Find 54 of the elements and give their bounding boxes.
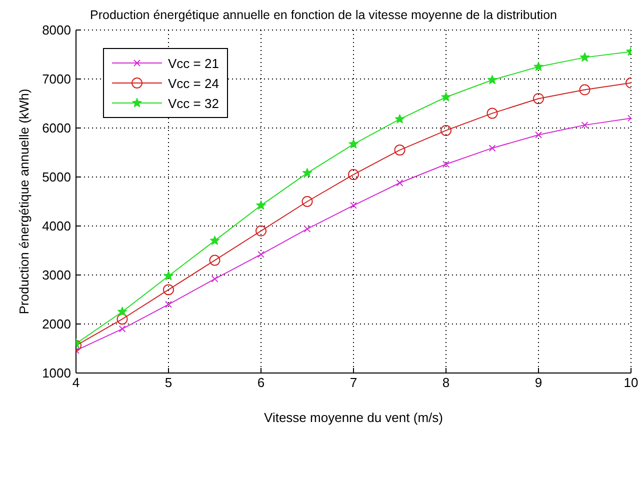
legend-label: Vcc = 24: [168, 76, 219, 90]
point: [396, 179, 404, 186]
point: [302, 168, 312, 178]
point: [487, 74, 498, 84]
point: [442, 160, 450, 168]
point: [302, 196, 313, 207]
point: [116, 314, 128, 325]
point: [258, 250, 264, 258]
y-tick-label: 6000: [42, 120, 71, 136]
point: [581, 122, 588, 129]
point: [304, 225, 311, 232]
point: [579, 84, 590, 96]
point: [210, 235, 220, 245]
x-tick-label: 5: [164, 375, 172, 390]
point: [256, 200, 266, 210]
y-tick-label: 5000: [42, 170, 71, 185]
x-tick-label: 9: [534, 375, 542, 390]
x-tick-label: 4: [72, 375, 80, 390]
y-tick-label: 8000: [42, 22, 71, 38]
x-tick-label: 8: [442, 375, 450, 390]
x-tick-label: 7: [350, 375, 358, 390]
point: [486, 108, 498, 119]
point: [394, 114, 405, 124]
point: [211, 275, 218, 282]
y-tick-label: 2000: [42, 316, 71, 332]
point: [165, 300, 172, 308]
x-tick-label: 6: [257, 375, 265, 390]
x-axis-title: Vitesse moyenne du vent (m/s): [264, 410, 443, 426]
point: [533, 93, 544, 104]
chart-title: Production énergétique annuelle en fonction de la vitesse moyenne de la distribution: [89, 8, 558, 22]
point: [394, 144, 406, 156]
point: [580, 52, 590, 62]
legend-label: Vcc = 32: [168, 96, 219, 110]
y-axis-title: Production énergétique annuelle (kWh): [16, 88, 32, 314]
point: [256, 225, 266, 236]
point: [348, 138, 359, 148]
point: [535, 131, 542, 138]
point: [348, 169, 359, 180]
point: [118, 325, 126, 332]
y-tick-label: 4000: [42, 218, 71, 234]
y-tick-label: 7000: [42, 72, 71, 87]
point: [350, 202, 357, 209]
point: [440, 92, 452, 102]
y-tick-label: 3000: [42, 268, 71, 283]
point: [488, 144, 496, 152]
point: [533, 62, 544, 72]
point: [117, 306, 128, 316]
legend-label: Vcc = 21: [168, 56, 219, 70]
point: [209, 254, 220, 266]
point: [163, 270, 174, 280]
x-tick-label: 10: [624, 375, 638, 390]
y-tick-label: 1000: [42, 366, 71, 381]
point: [163, 284, 174, 296]
point: [440, 124, 452, 136]
